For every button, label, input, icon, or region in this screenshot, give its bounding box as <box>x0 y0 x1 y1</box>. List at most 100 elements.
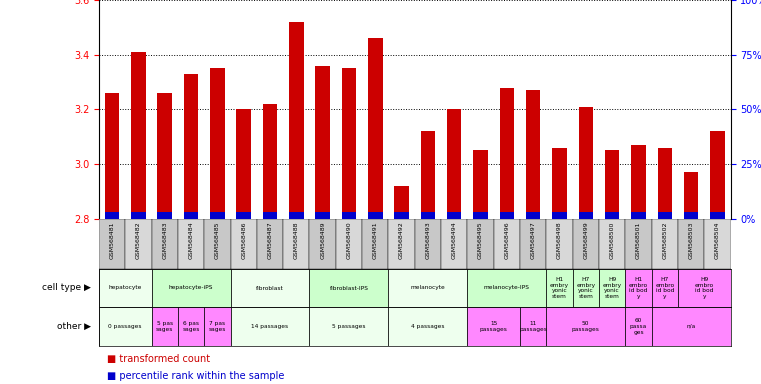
Text: hepatocyte: hepatocyte <box>109 285 142 291</box>
Bar <box>626 307 651 346</box>
Bar <box>368 212 383 219</box>
Text: GSM568491: GSM568491 <box>373 221 377 259</box>
Bar <box>415 219 441 269</box>
Bar <box>263 104 277 219</box>
Text: n/a: n/a <box>686 324 696 329</box>
Bar <box>210 212 224 219</box>
Text: 0 passages: 0 passages <box>109 324 142 329</box>
Bar <box>184 74 199 219</box>
Bar <box>546 269 572 307</box>
Bar <box>658 148 672 219</box>
Bar <box>546 307 626 346</box>
Bar <box>710 131 724 219</box>
Text: 5 passages: 5 passages <box>333 324 366 329</box>
Text: H1
embro
id bod
y: H1 embro id bod y <box>629 277 648 299</box>
Bar <box>626 269 651 307</box>
Bar <box>605 151 619 219</box>
Bar <box>237 212 251 219</box>
Text: GSM568501: GSM568501 <box>636 221 641 259</box>
Text: GSM568481: GSM568481 <box>110 221 115 259</box>
Bar <box>605 212 619 219</box>
Bar <box>105 93 119 219</box>
Bar <box>388 269 467 307</box>
Bar <box>151 219 178 269</box>
Bar <box>388 307 467 346</box>
Text: GSM568487: GSM568487 <box>268 221 272 259</box>
Text: GSM568493: GSM568493 <box>425 221 431 259</box>
Text: GSM568498: GSM568498 <box>557 221 562 259</box>
Bar <box>289 22 304 219</box>
Bar <box>158 212 172 219</box>
Bar <box>126 219 151 269</box>
Text: hepatocyte-iPS: hepatocyte-iPS <box>169 285 213 291</box>
Bar <box>520 219 546 269</box>
Bar <box>500 212 514 219</box>
Text: H7
embry
yonic
stem: H7 embry yonic stem <box>576 277 595 299</box>
Bar <box>421 131 435 219</box>
Text: GSM568488: GSM568488 <box>294 221 299 259</box>
Bar <box>421 212 435 219</box>
Bar <box>99 219 126 269</box>
Bar <box>263 212 277 219</box>
Bar <box>704 219 731 269</box>
Bar <box>231 219 256 269</box>
Bar <box>631 145 645 219</box>
Bar <box>500 88 514 219</box>
Text: H9
embro
id bod
y: H9 embro id bod y <box>695 277 714 299</box>
Bar <box>256 219 283 269</box>
Bar <box>388 219 415 269</box>
Text: H7
embro
id bod
y: H7 embro id bod y <box>655 277 674 299</box>
Text: ■ transformed count: ■ transformed count <box>107 354 210 364</box>
Bar <box>184 212 199 219</box>
Text: GSM568494: GSM568494 <box>452 221 457 259</box>
Bar <box>578 107 593 219</box>
Text: GSM568496: GSM568496 <box>505 221 509 259</box>
Bar <box>526 212 540 219</box>
Bar <box>158 93 172 219</box>
Bar <box>494 219 520 269</box>
Text: H9
embry
yonic
stem: H9 embry yonic stem <box>603 277 622 299</box>
Bar <box>315 212 330 219</box>
Bar <box>578 212 593 219</box>
Bar <box>131 212 145 219</box>
Text: 60
passa
ges: 60 passa ges <box>630 318 647 335</box>
Text: 7 pas
sages: 7 pas sages <box>209 321 226 332</box>
Text: cell type ▶: cell type ▶ <box>43 283 91 293</box>
Bar <box>151 269 231 307</box>
Text: GSM568489: GSM568489 <box>320 221 325 259</box>
Bar <box>552 148 567 219</box>
Text: 6 pas
sages: 6 pas sages <box>183 321 199 332</box>
Bar <box>684 212 699 219</box>
Bar <box>394 212 409 219</box>
Text: GSM568490: GSM568490 <box>346 221 352 259</box>
Text: GSM568504: GSM568504 <box>715 221 720 259</box>
Bar <box>473 151 488 219</box>
Bar <box>651 307 731 346</box>
Text: fibroblast: fibroblast <box>256 285 284 291</box>
Bar <box>599 269 626 307</box>
Bar <box>310 219 336 269</box>
Bar <box>310 269 388 307</box>
Text: 50
passages: 50 passages <box>572 321 600 332</box>
Bar <box>678 269 731 307</box>
Bar <box>572 269 599 307</box>
Bar <box>658 212 672 219</box>
Text: GSM568482: GSM568482 <box>136 221 141 259</box>
Bar <box>552 212 567 219</box>
Bar <box>447 212 461 219</box>
Bar <box>99 269 151 307</box>
Bar <box>342 212 356 219</box>
Bar <box>237 109 251 219</box>
Text: GSM568497: GSM568497 <box>530 221 536 259</box>
Bar <box>599 219 626 269</box>
Text: GSM568503: GSM568503 <box>689 221 693 259</box>
Bar <box>651 219 678 269</box>
Bar <box>678 219 704 269</box>
Text: GSM568499: GSM568499 <box>584 221 588 259</box>
Bar <box>178 307 204 346</box>
Bar <box>204 219 231 269</box>
Bar <box>572 219 599 269</box>
Bar <box>447 109 461 219</box>
Text: 11
passages: 11 passages <box>519 321 547 332</box>
Bar <box>210 68 224 219</box>
